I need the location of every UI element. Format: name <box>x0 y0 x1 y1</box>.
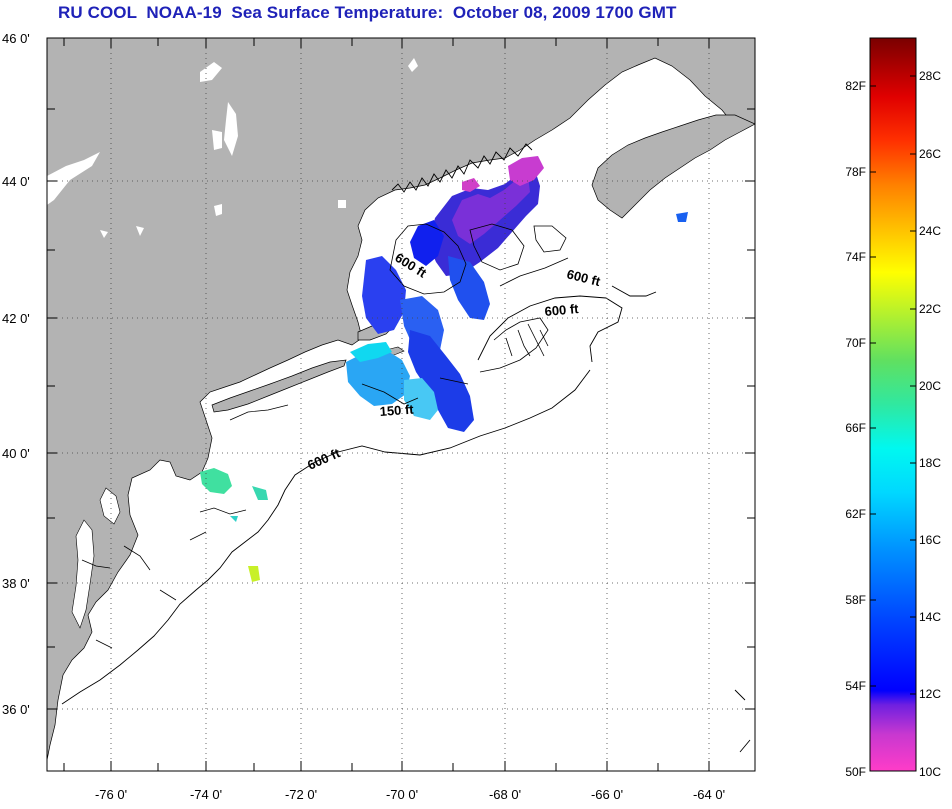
c-label: 20C <box>919 379 941 393</box>
mainland <box>47 38 755 761</box>
lat-label: 44 0' <box>2 174 30 189</box>
fahrenheit-labels: 82F 78F 74F 70F 66F 62F 58F 54F 50F <box>845 79 866 779</box>
c-label: 24C <box>919 224 941 238</box>
map-frame <box>46 37 756 772</box>
f-label: 78F <box>845 165 866 179</box>
c-label: 14C <box>919 610 941 624</box>
contour-600ft-shelf-edge <box>61 369 751 753</box>
f-label: 74F <box>845 250 866 264</box>
lat-label: 40 0' <box>2 446 30 461</box>
c-label: 18C <box>919 456 941 470</box>
chesapeake-bay <box>71 519 95 629</box>
contour-label-150ft: 150 ft <box>379 402 415 419</box>
nova-scotia <box>591 114 755 219</box>
contour-600ft-georges <box>477 295 623 363</box>
lat-label: 42 0' <box>2 311 30 326</box>
lat-label: 36 0' <box>2 702 30 717</box>
contour-georges-shoals <box>505 323 549 357</box>
lon-label: -72 0' <box>285 787 317 802</box>
contour-150ft <box>81 317 549 649</box>
c-label: 26C <box>919 147 941 161</box>
c-label: 16C <box>919 533 941 547</box>
lat-label: 38 0' <box>2 576 30 591</box>
f-label: 58F <box>845 593 866 607</box>
axis-ticks <box>47 37 755 771</box>
celsius-labels: 28C 26C 24C 22C 20C 18C 16C 14C 12C 10C <box>919 69 941 779</box>
long-island <box>211 359 347 413</box>
colorbar-ticks <box>870 75 916 695</box>
contour-600ft-gulf <box>499 257 657 297</box>
c-label: 28C <box>919 69 941 83</box>
f-label: 70F <box>845 336 866 350</box>
map-title: RU COOL NOAA-19 Sea Surface Temperature:… <box>58 3 677 22</box>
f-label: 62F <box>845 507 866 521</box>
maine-coast-detail <box>391 143 533 193</box>
lon-label: -76 0' <box>95 787 127 802</box>
lon-label: -74 0' <box>190 787 222 802</box>
colorbar: 82F 78F 74F 70F 66F 62F 58F 54F 50F 28C … <box>845 37 941 779</box>
lon-label: -68 0' <box>489 787 521 802</box>
f-label: 82F <box>845 79 866 93</box>
c-label: 22C <box>919 302 941 316</box>
f-label: 54F <box>845 679 866 693</box>
c-label: 12C <box>919 687 941 701</box>
c-label: 10C <box>919 765 941 779</box>
contour-label-georges: 600 ft <box>544 301 580 319</box>
contour-shelf-inner <box>189 404 289 541</box>
sst-pixels <box>200 156 688 582</box>
longitude-labels: -76 0' -74 0' -72 0' -70 0' -68 0' -66 0… <box>95 787 725 802</box>
latitude-labels: 46 0' 44 0' 42 0' 40 0' 38 0' 36 0' <box>2 31 30 717</box>
f-label: 66F <box>845 421 866 435</box>
map-area: 600 ft 600 ft 600 ft 150 ft 600 ft <box>47 38 755 771</box>
lon-label: -66 0' <box>591 787 623 802</box>
graticule <box>47 38 755 771</box>
lakes <box>47 58 418 238</box>
lon-label: -70 0' <box>386 787 418 802</box>
lat-label: 46 0' <box>2 31 30 46</box>
colorbar-gradient <box>869 37 917 772</box>
lon-label: -64 0' <box>693 787 725 802</box>
f-label: 50F <box>845 765 866 779</box>
delaware-bay <box>99 487 121 525</box>
bathymetry-contours <box>61 223 751 753</box>
